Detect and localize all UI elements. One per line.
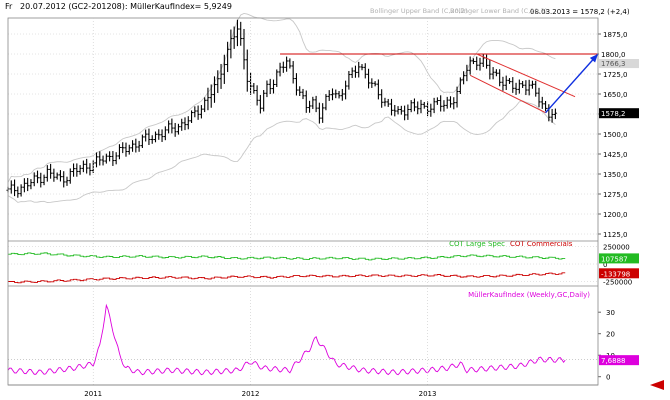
price-band-label: 1766,3 (601, 60, 626, 68)
mk-tick-label: 0 (606, 374, 610, 382)
legend-bollinger-upper: Bollinger Upper Band (C,20,2) (370, 7, 468, 15)
mk-last-value-box (599, 355, 639, 366)
price-tick-label: 1200,0 (603, 211, 628, 219)
legend-cot-commercials: COT Commercials (510, 240, 573, 248)
x-axis: 2011 2012 2013 (8, 384, 598, 398)
cot-large-spec-line (8, 252, 566, 261)
price-current-label-box (599, 108, 639, 119)
cot-tick-label: -250000 (603, 279, 632, 287)
scroll-arrow-icon[interactable] (650, 380, 664, 390)
channel-upper-line (476, 53, 576, 98)
cot-panel: 250000 0 -250000 107587 -133798 COT Large Spe… (8, 240, 639, 287)
price-tick-label: 1350,0 (603, 171, 628, 179)
legend-bollinger-lower: Bollinger Lower Band (C,20,2) (450, 7, 547, 15)
x-tick-label: 2013 (419, 390, 437, 398)
legend-cot-large-spec: COT Large Spec (449, 240, 505, 248)
cot-last-value: -133798 (601, 270, 630, 278)
channel-lower-line (469, 74, 546, 114)
cot-commercials-line (8, 272, 566, 284)
price-tick-label: 1425,0 (603, 151, 628, 159)
price-panel: 1125,01200,01275,01350,01425,01500,01575… (6, 7, 639, 239)
projection-arrow-head (589, 54, 598, 63)
header-left-label: Fr (5, 2, 13, 11)
cot-last-value-box (599, 253, 639, 264)
cot-tick-label: 250000 (603, 244, 630, 252)
mk-tick-label: 20 (606, 331, 615, 339)
price-current-label: 1578,2 (601, 110, 626, 118)
mk-last-value: 7,6888 (601, 357, 626, 365)
cot-last-value-box (599, 268, 639, 279)
mullerkauf-panel: 3020100MüllerKaufIndex (Weekly,GC,Daily)… (7, 291, 639, 382)
cot-last-value: 107587 (601, 255, 628, 263)
price-band-label-box (599, 58, 639, 69)
mk-tick-label: 30 (606, 309, 615, 317)
price-tick-label: 1725,0 (603, 71, 628, 79)
cot-tick-label: 0 (603, 261, 607, 269)
price-level-label-box (599, 49, 639, 59)
price-tick-label: 1650,0 (603, 91, 628, 99)
mullerkauf-line (7, 303, 566, 376)
price-tick-label: 1125,0 (603, 231, 628, 239)
price-tick-label: 1875,0 (603, 31, 628, 39)
bollinger-lower-band (7, 100, 556, 203)
price-tick-label: 1500,0 (603, 131, 628, 139)
x-tick-label: 2012 (242, 390, 260, 398)
legend-mullerkauf: MüllerKaufIndex (Weekly,GC,Daily) (468, 291, 590, 299)
x-tick-label: 2011 (84, 390, 102, 398)
price-level-label: 1800,0 (601, 51, 626, 59)
projection-arrow-line (545, 53, 599, 114)
price-tick-label: 1275,0 (603, 191, 628, 199)
header-info: 20.07.2012 (GC2-201208): MüllerKaufIndex… (20, 2, 232, 11)
header-right-info: 08.03.2013 = 1578,2 (+2,4) (530, 8, 630, 16)
